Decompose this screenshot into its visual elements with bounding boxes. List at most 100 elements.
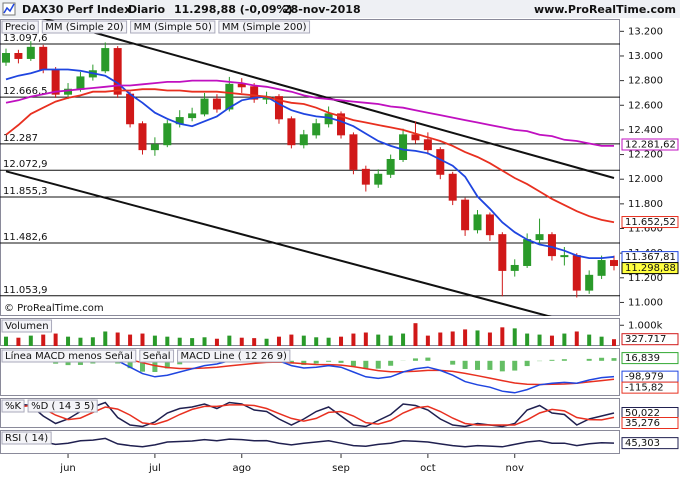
- plot-area: [4, 323, 616, 346]
- volume-bar: [239, 337, 244, 346]
- candle-body: [39, 46, 48, 71]
- value-badge: [621, 262, 679, 275]
- volume-bar: [28, 335, 33, 346]
- histogram-bar: [375, 360, 381, 369]
- volume-bar: [301, 335, 306, 346]
- price: 11.298,88 (-0,09%): [174, 3, 293, 16]
- volume-bar: [41, 334, 46, 346]
- legend-label: MM (Simple 50): [134, 22, 212, 33]
- candle-body: [274, 96, 283, 120]
- volume-bar: [463, 329, 468, 346]
- plot-area: [5, 401, 615, 428]
- trend-line: [41, 19, 615, 179]
- value-badge-label: -115,82: [625, 383, 664, 394]
- histogram-bar: [326, 360, 332, 362]
- histogram-bar: [450, 360, 456, 365]
- volume-bar: [90, 337, 95, 346]
- candle-body: [101, 48, 110, 72]
- value-badge-label: 11.367,81: [625, 252, 676, 263]
- y-tick-label: 13.200: [628, 26, 663, 37]
- histogram-bar: [599, 357, 605, 361]
- histogram-bar: [127, 360, 133, 369]
- x-tick-label: jul: [148, 463, 161, 474]
- level-label: 13.097,6: [3, 33, 48, 44]
- candle-body: [473, 214, 482, 231]
- value-badge-label: -98,979: [625, 372, 664, 383]
- legend-box: [41, 20, 128, 34]
- volume-bar: [388, 335, 393, 346]
- candle-body: [523, 239, 532, 266]
- volume-bar: [413, 323, 418, 346]
- candle-body: [188, 113, 197, 119]
- legend-label: MACD Line ( 12 26 9): [181, 351, 287, 362]
- candle-body: [411, 134, 420, 141]
- volume-bar: [487, 332, 492, 346]
- value-badge-label: 11.652,52: [625, 217, 676, 228]
- histogram-bar: [338, 360, 344, 363]
- candle-body: [150, 144, 159, 151]
- symbol: DAX30 Perf Index: [22, 3, 131, 16]
- candle-body: [535, 234, 544, 241]
- candle-body: [250, 86, 259, 100]
- volume-bar: [587, 334, 592, 346]
- volume-bar: [326, 337, 331, 346]
- volume-bar: [525, 333, 530, 346]
- legend-label: RSI ( 14): [5, 433, 48, 444]
- volume-bar: [599, 336, 604, 346]
- histogram-bar: [611, 358, 617, 361]
- legend-box: [218, 20, 311, 34]
- level-label: 11.855,3: [3, 186, 48, 197]
- legend-label: Volumen: [5, 321, 49, 332]
- volume-bar: [450, 331, 455, 346]
- volume-bar: [264, 338, 269, 346]
- candle-body: [485, 214, 494, 236]
- histogram-bar: [462, 360, 468, 369]
- legend-box: [1, 349, 137, 363]
- y-tick-label: 11.000: [628, 297, 663, 308]
- candle-body: [547, 234, 556, 257]
- volume-bar: [4, 336, 8, 346]
- value-badge-label: 35,276: [625, 418, 660, 429]
- level-label: 12.287: [3, 133, 38, 144]
- y-tick-label: 12.600: [628, 100, 663, 111]
- legend-box: [1, 20, 39, 34]
- volume-bar: [376, 334, 381, 346]
- indicator-line: [5, 437, 615, 448]
- y-tick-label: 11.600: [628, 224, 663, 235]
- plot-area: 13.097,6 12.666,5 12.287 12.072,9 11.855,3 11…: [0, 19, 620, 316]
- candle-body: [399, 134, 408, 160]
- value-badge: [621, 437, 679, 450]
- y-tick-label: 12.400: [628, 125, 663, 136]
- value-badge: [621, 352, 679, 365]
- histogram-bar: [561, 359, 567, 361]
- value-badge: [621, 417, 679, 429]
- legend-box: [1, 319, 53, 333]
- x-tick-label: nov: [506, 463, 524, 474]
- legend-box: [1, 399, 25, 413]
- legend-box: [130, 20, 216, 34]
- candle-body: [423, 139, 432, 151]
- y-tick-label: 13.000: [628, 51, 663, 62]
- moving-average: [5, 88, 615, 224]
- candle-body: [610, 260, 618, 266]
- volume-bar: [562, 333, 567, 346]
- x-tick-label: ago: [232, 463, 251, 474]
- date: 28-nov-2018: [283, 3, 361, 16]
- volume-bar: [363, 332, 368, 346]
- legend-label: %D ( 14 3 5): [31, 401, 94, 412]
- candle-body: [461, 199, 470, 231]
- header-bar: [0, 0, 680, 18]
- volume-bar: [165, 336, 170, 346]
- candle-body: [386, 158, 395, 175]
- level-label: 12.666,5: [3, 86, 48, 97]
- histogram-bar: [77, 360, 83, 365]
- y-tick-label: 11.200: [628, 273, 663, 284]
- histogram-bar: [139, 360, 145, 372]
- volume-bar: [574, 331, 579, 346]
- value-badge: [621, 216, 679, 229]
- legend-label: %K: [5, 401, 22, 412]
- candle-body: [26, 46, 35, 59]
- candle-body: [312, 123, 321, 136]
- value-badge: [621, 333, 679, 346]
